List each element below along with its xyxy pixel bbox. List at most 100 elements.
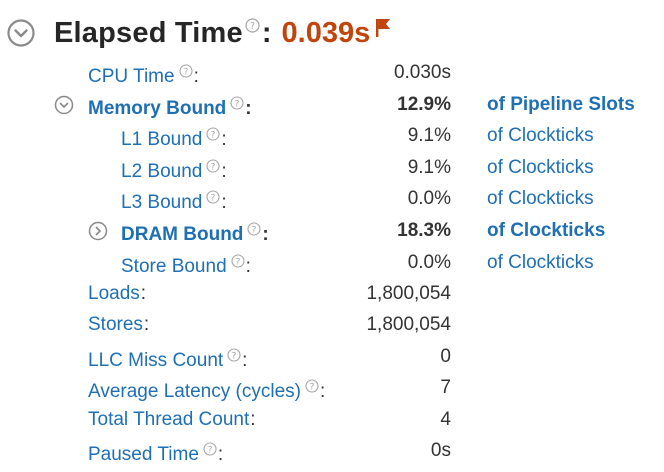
metric-value: 0s	[430, 440, 451, 461]
metric-row-stores: Stores: 1,800,054	[0, 309, 664, 341]
metric-unit[interactable]: of Clockticks	[487, 252, 594, 273]
cpu-time-label[interactable]: CPU Time?:	[88, 57, 199, 93]
collapse-toggle-icon[interactable]	[6, 18, 36, 48]
help-icon[interactable]: ?	[245, 18, 260, 38]
label-colon: :	[143, 314, 150, 335]
label-colon: :	[217, 444, 224, 465]
collapse-toggle-icon[interactable]	[54, 95, 74, 115]
elapsed-time-header: Elapsed Time ? : 0.039s	[6, 10, 392, 56]
help-icon[interactable]: ?	[305, 372, 319, 404]
metric-row-paused-time: Paused Time?: 0s	[0, 435, 664, 467]
metric-value: 0	[440, 346, 451, 367]
metric-value: 0.0%	[407, 188, 451, 209]
store-bound-label[interactable]: Store Bound?:	[121, 247, 251, 283]
metric-label[interactable]: L3 Bound	[121, 192, 203, 213]
total-thread-count-label[interactable]: Total Thread Count:	[88, 404, 256, 436]
label-colon: :	[250, 409, 256, 430]
help-icon[interactable]: ?	[206, 152, 220, 184]
metric-label[interactable]: Memory Bound	[88, 98, 227, 119]
svg-text:?: ?	[235, 257, 240, 267]
metric-label[interactable]: L1 Bound	[121, 129, 203, 150]
metric-label[interactable]: Paused Time	[88, 444, 199, 465]
help-icon[interactable]: ?	[203, 435, 217, 467]
metric-row-l3-bound: L3 Bound?: 0.0% of Clockticks	[0, 183, 664, 215]
stores-label[interactable]: Stores:	[88, 309, 149, 341]
metric-row-loads: Loads: 1,800,054	[0, 278, 664, 310]
label-colon: :	[319, 381, 326, 402]
svg-text:?: ?	[208, 445, 213, 455]
metric-value: 7	[440, 377, 451, 398]
label-colon: :	[245, 256, 251, 277]
metric-label[interactable]: CPU Time	[88, 66, 175, 87]
metric-value: 12.9%	[397, 94, 451, 115]
metric-unit[interactable]: of Pipeline Slots	[487, 94, 635, 115]
dram-bound-label[interactable]: DRAM Bound?:	[121, 215, 269, 251]
help-icon[interactable]: ?	[230, 89, 244, 121]
elapsed-time-value: 0.039s	[281, 16, 371, 49]
label-colon: :	[242, 350, 248, 371]
paused-time-label[interactable]: Paused Time?:	[88, 435, 223, 471]
metric-label[interactable]: Average Latency (cycles)	[88, 381, 301, 402]
svg-text:?: ?	[235, 99, 240, 109]
svg-text:?: ?	[250, 21, 255, 32]
memory-bound-label[interactable]: Memory Bound?:	[88, 89, 252, 125]
metric-label[interactable]: LLC Miss Count	[88, 350, 224, 371]
svg-text:?: ?	[211, 162, 216, 172]
expand-toggle-icon[interactable]	[88, 221, 108, 241]
metric-value: 18.3%	[397, 220, 451, 241]
metric-value: 9.1%	[407, 125, 451, 146]
label-colon: :	[221, 129, 227, 150]
metric-unit[interactable]: of Clockticks	[487, 188, 594, 209]
metric-row-llc-miss-count: LLC Miss Count?: 0	[0, 341, 664, 373]
label-colon: :	[245, 98, 252, 119]
help-icon[interactable]: ?	[227, 341, 241, 373]
metric-unit[interactable]: of Clockticks	[487, 157, 594, 178]
l2-bound-label[interactable]: L2 Bound?:	[121, 152, 227, 188]
svg-text:?: ?	[211, 130, 216, 140]
header-colon: :	[261, 16, 272, 49]
metric-row-total-thread-count: Total Thread Count: 4	[0, 404, 664, 436]
svg-text:?: ?	[211, 193, 216, 203]
l3-bound-label[interactable]: L3 Bound?:	[121, 183, 227, 219]
metric-value: 1,800,054	[366, 283, 451, 304]
metric-row-l1-bound: L1 Bound?: 9.1% of Clockticks	[0, 120, 664, 152]
loads-label[interactable]: Loads:	[88, 278, 146, 310]
help-icon[interactable]: ?	[247, 215, 261, 247]
metric-label[interactable]: Total Thread Count	[88, 409, 250, 430]
metric-row-l2-bound: L2 Bound?: 9.1% of Clockticks	[0, 152, 664, 184]
metric-unit[interactable]: of Clockticks	[487, 220, 606, 241]
label-colon: :	[193, 66, 199, 87]
metric-unit[interactable]: of Clockticks	[487, 125, 594, 146]
metric-value: 4	[440, 409, 451, 430]
metric-row-average-latency: Average Latency (cycles)?: 7	[0, 372, 664, 404]
svg-text:?: ?	[232, 351, 237, 361]
metric-label[interactable]: L2 Bound	[121, 161, 203, 182]
flag-icon[interactable]	[374, 17, 392, 44]
metric-row-cpu-time: CPU Time?: 0.030s	[0, 57, 664, 89]
metric-row-store-bound: Store Bound?: 0.0% of Clockticks	[0, 247, 664, 279]
svg-text:?: ?	[183, 67, 188, 77]
label-colon: :	[221, 192, 227, 213]
label-colon: :	[262, 224, 269, 245]
help-icon[interactable]: ?	[231, 247, 245, 279]
help-icon[interactable]: ?	[206, 120, 220, 152]
page-title: Elapsed Time	[54, 16, 243, 49]
metric-value: 9.1%	[407, 157, 451, 178]
l1-bound-label[interactable]: L1 Bound?:	[121, 120, 227, 156]
svg-text:?: ?	[252, 225, 257, 235]
label-colon: :	[221, 161, 227, 182]
help-icon[interactable]: ?	[179, 57, 193, 89]
metric-label[interactable]: Store Bound	[121, 256, 227, 277]
metric-label[interactable]: DRAM Bound	[121, 224, 244, 245]
metric-row-memory-bound: Memory Bound?: 12.9% of Pipeline Slots	[0, 89, 664, 121]
metric-label[interactable]: Stores	[88, 314, 143, 335]
metric-value: 1,800,054	[366, 314, 451, 335]
metric-value: 0.030s	[393, 62, 451, 83]
average-latency-label[interactable]: Average Latency (cycles)?:	[88, 372, 325, 408]
help-icon[interactable]: ?	[206, 183, 220, 215]
metric-label[interactable]: Loads	[88, 283, 140, 304]
metric-value: 0.0%	[407, 252, 451, 273]
metric-row-dram-bound: DRAM Bound?: 18.3% of Clockticks	[0, 215, 664, 247]
label-colon: :	[140, 283, 147, 304]
llc-miss-count-label[interactable]: LLC Miss Count?:	[88, 341, 247, 377]
